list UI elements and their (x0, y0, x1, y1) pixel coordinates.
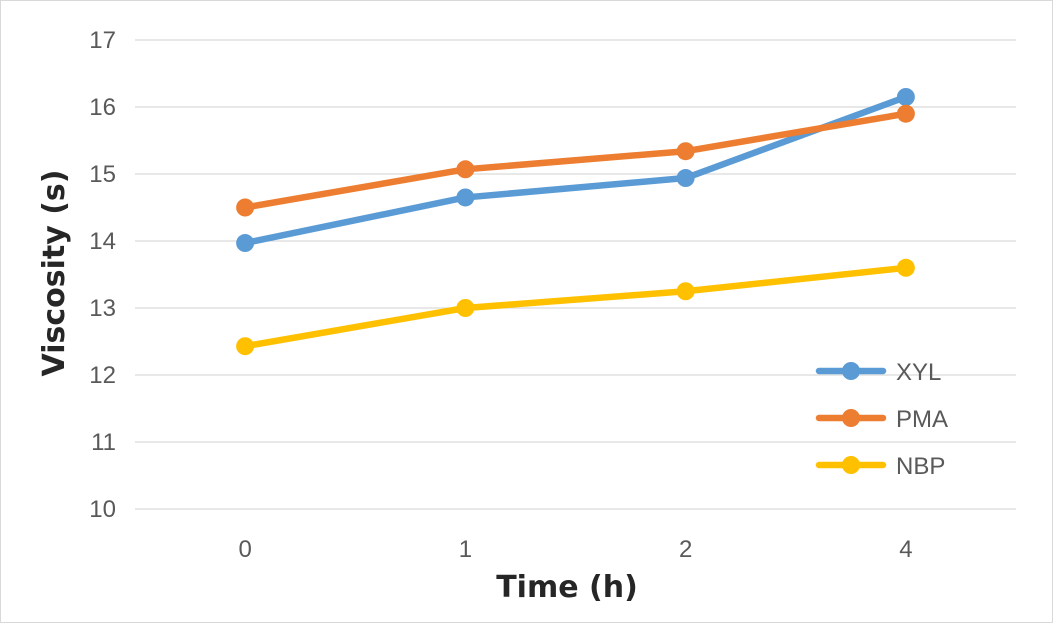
legend-label: NBP (896, 453, 945, 480)
data-point (896, 87, 915, 106)
data-point (456, 299, 475, 317)
x-tick-label: 2 (679, 536, 692, 563)
data-point (676, 169, 695, 188)
gridlines (135, 39, 1016, 510)
legend-item: NBP (815, 453, 945, 480)
data-point (456, 188, 475, 207)
y-tick-label: 17 (89, 27, 116, 54)
y-tick-label: 14 (89, 228, 116, 255)
x-tick-label: 4 (899, 536, 912, 563)
data-point (676, 282, 695, 301)
y-axis-title: Viscosity (s) (37, 170, 72, 377)
x-axis-title: Time (h) (496, 570, 638, 605)
series-nbp (236, 258, 915, 356)
legend-item: PMA (815, 406, 948, 433)
series-line (241, 264, 910, 350)
x-tick-label: 0 (238, 536, 251, 563)
legend-item: XYL (815, 359, 941, 386)
data-point (236, 234, 255, 253)
series-xyl (236, 87, 915, 253)
y-tick-label: 16 (89, 94, 116, 121)
legend-swatch-marker (842, 409, 860, 427)
y-tick-labels: 10 11 12 13 14 15 16 17 (89, 27, 116, 523)
data-point (896, 258, 915, 277)
data-point (456, 160, 475, 179)
y-tick-label: 11 (91, 429, 116, 456)
y-tick-label: 13 (89, 295, 116, 322)
series-pma (236, 104, 915, 217)
y-tick-label: 12 (89, 362, 116, 389)
series-line (241, 93, 910, 247)
legend: XYL PMA NBP (815, 359, 948, 480)
x-tick-labels: 0 1 2 4 (238, 536, 912, 563)
y-tick-label: 10 (89, 496, 116, 523)
legend-swatch-marker (842, 456, 860, 474)
data-point (236, 198, 255, 217)
legend-swatch-marker (842, 362, 860, 380)
series-lines (236, 87, 915, 356)
legend-label: XYL (896, 359, 941, 386)
data-point (676, 142, 695, 161)
data-point (896, 104, 915, 123)
series-line (241, 110, 910, 211)
legend-label: PMA (896, 406, 948, 433)
y-tick-label: 15 (89, 161, 116, 188)
x-tick-label: 1 (459, 536, 472, 563)
data-point (236, 337, 255, 356)
